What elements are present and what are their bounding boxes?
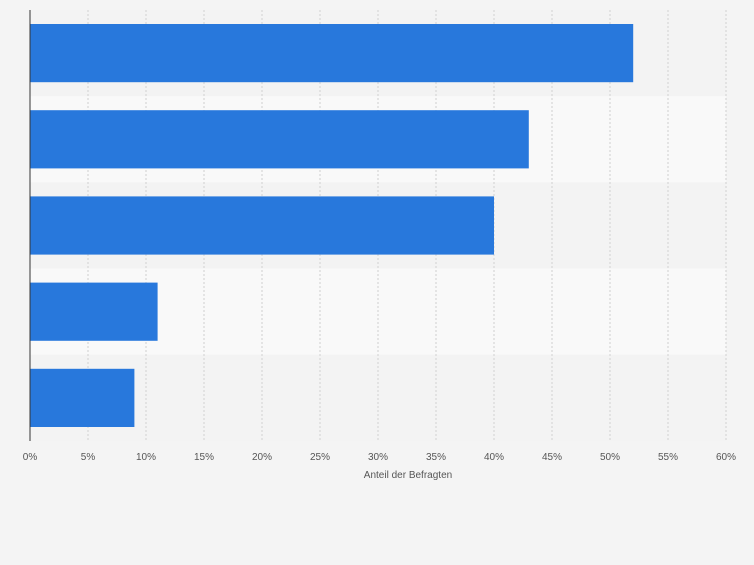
bar[interactable] (30, 196, 494, 255)
bars (30, 24, 634, 427)
x-tick-label: 10% (136, 452, 156, 463)
bar[interactable] (30, 110, 529, 169)
x-tick-label: 45% (542, 452, 562, 463)
x-tick-label: 5% (81, 452, 96, 463)
x-tick-label: 20% (252, 452, 272, 463)
x-tick-label: 30% (368, 452, 388, 463)
bar[interactable] (30, 282, 158, 341)
x-tick-label: 60% (716, 452, 736, 463)
x-tick-label: 15% (194, 452, 214, 463)
x-tick-labels: 0% 5% 10% 15% 20% 25% 30% 35% 40% 45% 50% 55% 60% (23, 452, 736, 463)
x-tick-label: 50% (600, 452, 620, 463)
bar[interactable] (30, 368, 135, 427)
x-tick-label: 25% (310, 452, 330, 463)
x-axis-title: Anteil der Befragten (364, 470, 452, 481)
x-tick-label: 40% (484, 452, 504, 463)
x-tick-label: 55% (658, 452, 678, 463)
x-tick-label: 0% (23, 452, 38, 463)
x-tick-label: 35% (426, 452, 446, 463)
bar[interactable] (30, 24, 634, 83)
